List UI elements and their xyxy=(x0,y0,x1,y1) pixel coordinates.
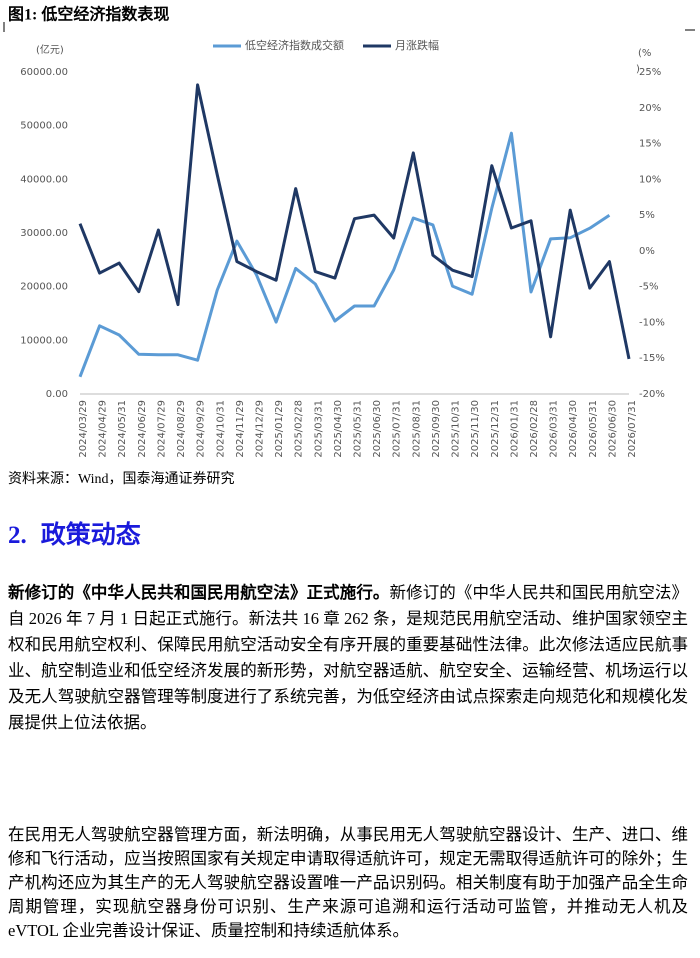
x-tick-label: 2024/03/29 xyxy=(78,400,89,458)
y-axis-label: (亿元) xyxy=(36,43,64,56)
paragraph-text: 新修订的《中华人民共和国民用航空法》自 2026 年 7 月 1 日起正式施行。… xyxy=(8,583,689,732)
x-tick-label: 2026/05/31 xyxy=(588,400,599,458)
section-title: 政策动态 xyxy=(40,522,141,549)
y2-tick-label: 10% xyxy=(639,174,661,185)
x-tick-label: 2026/02/28 xyxy=(529,400,540,458)
x-tick-label: 2025/10/31 xyxy=(451,400,462,458)
y2-tick-label: 0% xyxy=(639,246,655,257)
x-tick-label: 2026/01/31 xyxy=(509,400,520,458)
series-line xyxy=(78,83,631,360)
x-tick-label: 2024/06/29 xyxy=(137,400,148,458)
x-tick-label: 2026/04/30 xyxy=(568,400,579,458)
y-tick-label: 50000.00 xyxy=(20,121,68,132)
x-tick-label: 2025/08/31 xyxy=(411,400,422,458)
x-tick-label: 2025/03/31 xyxy=(313,400,324,458)
y2-tick-label: -5% xyxy=(639,282,658,293)
x-tick-label: 2024/07/29 xyxy=(156,400,167,458)
y2-tick-label: -15% xyxy=(639,353,665,364)
y2-tick-label: 20% xyxy=(639,103,661,114)
section-number: 2. xyxy=(8,522,27,549)
series-line xyxy=(78,131,611,378)
x-tick-label: 2024/08/29 xyxy=(176,400,187,458)
x-tick-label: 2025/06/30 xyxy=(372,400,383,458)
section-heading: 2. 政策动态 xyxy=(8,515,155,551)
y-tick-label: 10000.00 xyxy=(20,335,68,346)
x-tick-label: 2025/11/30 xyxy=(470,400,481,458)
figure-title: 图1: 低空经济指数表现 xyxy=(8,5,169,24)
x-tick-label: 2025/04/30 xyxy=(333,400,344,458)
x-tick-label: 2024/09/29 xyxy=(196,400,207,458)
x-tick-label: 2024/10/31 xyxy=(215,400,226,458)
y2-tick-label: 5% xyxy=(639,210,655,221)
legend-label: 月涨跌幅 xyxy=(395,38,439,52)
paragraph: 在民用无人驾驶航空器管理方面，新法明确，从事民用无人驾驶航空器设计、生产、进口、… xyxy=(8,823,688,943)
legend-label: 低空经济指数成交额 xyxy=(245,38,344,52)
x-tick-label: 2025/12/31 xyxy=(490,400,501,458)
y-tick-label: 30000.00 xyxy=(20,228,68,239)
x-tick-label: 2026/06/30 xyxy=(607,400,618,458)
y2-axis-label: (% xyxy=(638,48,651,59)
x-tick-label: 2025/05/31 xyxy=(353,400,364,458)
y2-tick-label: -10% xyxy=(639,317,665,328)
x-tick-label: 2024/12/29 xyxy=(254,400,265,458)
x-tick-label: 2026/07/31 xyxy=(627,400,638,458)
y-tick-label: 0.00 xyxy=(46,389,68,400)
y-tick-label: 40000.00 xyxy=(20,174,68,185)
y-tick-label: 20000.00 xyxy=(20,282,68,293)
y2-tick-label: -20% xyxy=(639,389,665,400)
x-tick-label: 2024/04/29 xyxy=(98,400,109,458)
y2-axis-label: ) xyxy=(636,64,640,75)
y2-tick-label: 25% xyxy=(639,67,661,78)
x-tick-label: 2024/11/29 xyxy=(235,400,246,458)
x-tick-label: 2025/01/29 xyxy=(274,400,285,458)
y2-tick-label: 15% xyxy=(639,139,661,150)
x-tick-label: 2025/09/30 xyxy=(431,400,442,458)
y-tick-label: 60000.00 xyxy=(20,67,68,78)
x-tick-label: 2024/05/31 xyxy=(117,400,128,458)
x-tick-label: 2025/07/31 xyxy=(392,400,403,458)
paragraph-text: 在民用无人驾驶航空器管理方面，新法明确，从事民用无人驾驶航空器设计、生产、进口、… xyxy=(8,825,688,940)
figure: 图1: 低空经济指数表现 0.00 10000.00 20000.00 30000.0… xyxy=(3,5,695,458)
source: 资料来源：Wind，国泰海通证券研究 xyxy=(8,472,235,487)
paragraph-lead: 新修订的《中华人民共和国民用航空法》正式施行。 xyxy=(8,583,390,602)
x-tick-label: 2026/03/31 xyxy=(549,400,560,458)
x-tick-label: 2025/02/28 xyxy=(294,400,305,458)
paragraph: 新修订的《中华人民共和国民用航空法》正式施行。新修订的《中华人民共和国民用航空法… xyxy=(8,580,688,736)
